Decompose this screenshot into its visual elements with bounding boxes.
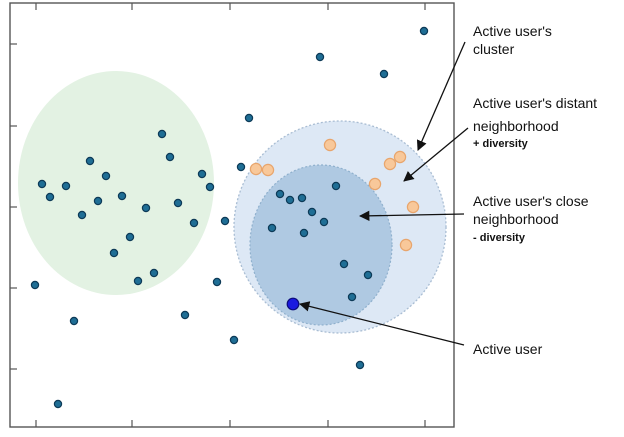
distant-arrow	[403, 127, 469, 182]
user-point	[133, 276, 143, 286]
distant-label-line-2: neighborhood	[473, 118, 559, 134]
user-point	[157, 129, 167, 139]
user-point	[220, 216, 230, 226]
user-point	[299, 228, 309, 238]
user-point	[307, 207, 317, 217]
user-point	[379, 69, 389, 79]
user-point	[419, 26, 429, 36]
user-point	[85, 156, 95, 166]
diverse-neighbor-point	[383, 157, 397, 171]
user-point	[205, 182, 215, 192]
active-user-arrow	[298, 301, 465, 346]
cluster-label-line-2: cluster	[473, 41, 515, 57]
distant-label: Active user's distant neighborhood + div…	[473, 95, 597, 150]
user-point	[355, 360, 365, 370]
user-point	[347, 292, 357, 302]
user-point	[109, 248, 119, 258]
user-point	[189, 218, 199, 228]
diverse-neighbor-point	[406, 200, 420, 214]
axis-ticks	[10, 3, 426, 427]
user-point	[117, 191, 127, 201]
close-neighborhood-region	[249, 164, 393, 326]
user-point	[141, 203, 151, 213]
user-point	[363, 270, 373, 280]
user-point	[297, 193, 307, 203]
user-point	[315, 52, 325, 62]
user-point	[53, 399, 63, 409]
user-point	[149, 268, 159, 278]
annotation-arrows	[298, 41, 469, 346]
close-label-diversity: - diversity	[473, 232, 526, 244]
user-point	[212, 277, 222, 287]
user-point	[173, 198, 183, 208]
user-point	[101, 171, 111, 181]
user-point	[77, 210, 87, 220]
diverse-neighbor-point	[368, 177, 382, 191]
user-point	[229, 335, 239, 345]
diverse-neighbor-point	[249, 162, 263, 176]
user-point	[30, 280, 40, 290]
user-point	[69, 316, 79, 326]
diverse-neighbor-point	[399, 238, 413, 252]
diverse-neighbor-point	[261, 163, 275, 177]
user-point	[125, 232, 135, 242]
active-user-label-line-1: Active user	[473, 341, 543, 357]
user-points	[30, 26, 429, 409]
user-point	[236, 162, 246, 172]
user-point	[180, 310, 190, 320]
user-point	[285, 195, 295, 205]
user-point	[93, 196, 103, 206]
active-user-point	[286, 297, 300, 311]
user-point	[37, 179, 47, 189]
close-label-line-2: neighborhood	[473, 211, 559, 227]
distant-label-diversity: + diversity	[473, 138, 529, 150]
user-point	[197, 169, 207, 179]
left-cluster-region	[18, 71, 214, 295]
user-point	[319, 217, 329, 227]
close-arrow	[358, 210, 465, 222]
user-point	[61, 181, 71, 191]
active-user-label: Active user	[473, 341, 543, 357]
close-label-line-1: Active user's close	[473, 193, 589, 209]
cluster-label: Active user's cluster	[473, 23, 552, 57]
diverse-neighbor-point	[393, 150, 407, 164]
user-point	[339, 259, 349, 269]
distant-label-line-1: Active user's distant	[473, 95, 597, 111]
user-point	[331, 181, 341, 191]
user-point	[244, 113, 254, 123]
user-point	[45, 192, 55, 202]
user-point	[267, 223, 277, 233]
user-point	[275, 189, 285, 199]
close-label: Active user's close neighborhood - diver…	[473, 193, 589, 244]
diverse-neighbor-point	[323, 138, 337, 152]
user-point	[165, 152, 175, 162]
cluster-arrow	[416, 41, 466, 151]
cluster-label-line-1: Active user's	[473, 23, 552, 39]
